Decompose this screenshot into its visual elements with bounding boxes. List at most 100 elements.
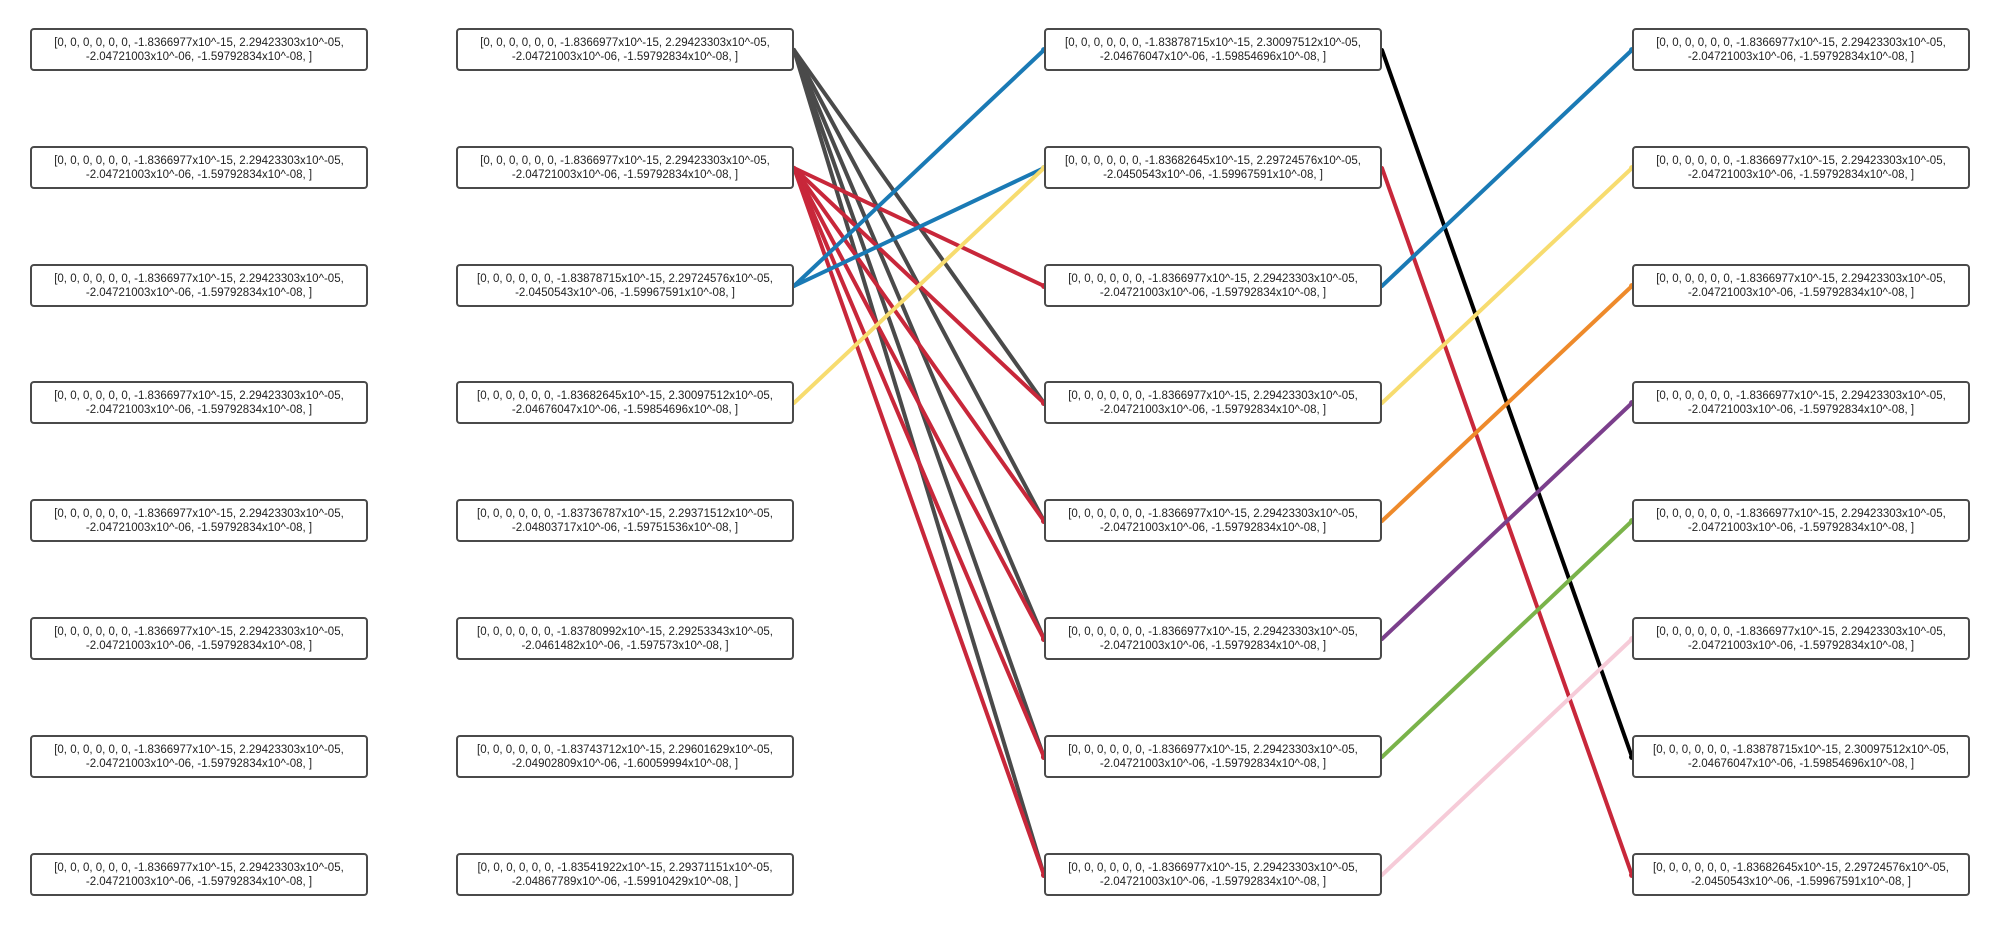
column-3-node[interactable]: [0, 0, 0, 0, 0, 0, -1.8366977x10^-15, 2.… bbox=[1044, 617, 1382, 660]
column-4-node[interactable]: [0, 0, 0, 0, 0, 0, -1.8366977x10^-15, 2.… bbox=[1632, 499, 1970, 542]
node-label: [0, 0, 0, 0, 0, 0, -1.8366977x10^-15, 2.… bbox=[54, 389, 344, 417]
column-2-node[interactable]: [0, 0, 0, 0, 0, 0, -1.83878715x10^-15, 2… bbox=[456, 264, 794, 307]
column-2-node[interactable]: [0, 0, 0, 0, 0, 0, -1.8366977x10^-15, 2.… bbox=[456, 28, 794, 71]
column-2-node[interactable]: [0, 0, 0, 0, 0, 0, -1.83736787x10^-15, 2… bbox=[456, 499, 794, 542]
column-1-node[interactable]: [0, 0, 0, 0, 0, 0, -1.8366977x10^-15, 2.… bbox=[30, 617, 368, 660]
column-1-node[interactable]: [0, 0, 0, 0, 0, 0, -1.8366977x10^-15, 2.… bbox=[30, 735, 368, 778]
node-label: [0, 0, 0, 0, 0, 0, -1.8366977x10^-15, 2.… bbox=[54, 861, 344, 889]
node-label-line: [0, 0, 0, 0, 0, 0, -1.8366977x10^-15, 2.… bbox=[54, 507, 344, 520]
node-label: [0, 0, 0, 0, 0, 0, -1.83878715x10^-15, 2… bbox=[1653, 743, 1949, 771]
node-label-line: -2.04721003x10^-06, -1.59792834x10^-08, … bbox=[85, 875, 313, 888]
node-label-line: -2.04721003x10^-06, -1.59792834x10^-08, … bbox=[85, 403, 313, 416]
node-label: [0, 0, 0, 0, 0, 0, -1.8366977x10^-15, 2.… bbox=[1656, 507, 1946, 535]
node-label-line: [0, 0, 0, 0, 0, 0, -1.8366977x10^-15, 2.… bbox=[54, 36, 344, 49]
node-label-line: [0, 0, 0, 0, 0, 0, -1.8366977x10^-15, 2.… bbox=[1068, 743, 1358, 756]
node-label-line: [0, 0, 0, 0, 0, 0, -1.8366977x10^-15, 2.… bbox=[1068, 272, 1358, 285]
column-1-node[interactable]: [0, 0, 0, 0, 0, 0, -1.8366977x10^-15, 2.… bbox=[30, 264, 368, 307]
node-label-line: [0, 0, 0, 0, 0, 0, -1.8366977x10^-15, 2.… bbox=[54, 743, 344, 756]
edge-connector bbox=[1380, 519, 1634, 759]
node-label: [0, 0, 0, 0, 0, 0, -1.8366977x10^-15, 2.… bbox=[480, 154, 770, 182]
node-label-line: [0, 0, 0, 0, 0, 0, -1.83743712x10^-15, 2… bbox=[477, 743, 773, 756]
node-label-line: -2.04721003x10^-06, -1.59792834x10^-08, … bbox=[1099, 403, 1327, 416]
column-4-node[interactable]: [0, 0, 0, 0, 0, 0, -1.8366977x10^-15, 2.… bbox=[1632, 617, 1970, 660]
column-1-node[interactable]: [0, 0, 0, 0, 0, 0, -1.8366977x10^-15, 2.… bbox=[30, 146, 368, 189]
node-label-line: [0, 0, 0, 0, 0, 0, -1.8366977x10^-15, 2.… bbox=[1068, 625, 1358, 638]
edge-connector bbox=[1380, 166, 1634, 405]
node-label: [0, 0, 0, 0, 0, 0, -1.8366977x10^-15, 2.… bbox=[1068, 272, 1358, 300]
node-label-line: -2.04721003x10^-06, -1.59792834x10^-08, … bbox=[1687, 286, 1915, 299]
node-label-line: [0, 0, 0, 0, 0, 0, -1.8366977x10^-15, 2.… bbox=[54, 861, 344, 874]
node-label: [0, 0, 0, 0, 0, 0, -1.83736787x10^-15, 2… bbox=[477, 507, 773, 535]
node-label-line: -2.04721003x10^-06, -1.59792834x10^-08, … bbox=[85, 168, 313, 181]
node-label: [0, 0, 0, 0, 0, 0, -1.8366977x10^-15, 2.… bbox=[54, 743, 344, 771]
node-label-line: [0, 0, 0, 0, 0, 0, -1.83878715x10^-15, 2… bbox=[1065, 36, 1361, 49]
node-label-line: -2.04721003x10^-06, -1.59792834x10^-08, … bbox=[1099, 521, 1327, 534]
column-3-node[interactable]: [0, 0, 0, 0, 0, 0, -1.8366977x10^-15, 2.… bbox=[1044, 735, 1382, 778]
node-label-line: [0, 0, 0, 0, 0, 0, -1.8366977x10^-15, 2.… bbox=[1656, 36, 1946, 49]
node-label-line: [0, 0, 0, 0, 0, 0, -1.8366977x10^-15, 2.… bbox=[54, 625, 344, 638]
node-label-line: -2.04676047x10^-06, -1.59854696x10^-08, … bbox=[1099, 50, 1327, 63]
edge-connector bbox=[1380, 48, 1634, 288]
column-2-node[interactable]: [0, 0, 0, 0, 0, 0, -1.83743712x10^-15, 2… bbox=[456, 735, 794, 778]
node-label-line: -2.04803717x10^-06, -1.59751536x10^-08, … bbox=[511, 521, 739, 534]
column-3-node[interactable]: [0, 0, 0, 0, 0, 0, -1.8366977x10^-15, 2.… bbox=[1044, 264, 1382, 307]
node-label-line: -2.04721003x10^-06, -1.59792834x10^-08, … bbox=[1687, 639, 1915, 652]
node-label-line: -2.04721003x10^-06, -1.59792834x10^-08, … bbox=[85, 50, 313, 63]
column-4-node[interactable]: [0, 0, 0, 0, 0, 0, -1.83682645x10^-15, 2… bbox=[1632, 853, 1970, 896]
node-label-line: [0, 0, 0, 0, 0, 0, -1.8366977x10^-15, 2.… bbox=[1656, 389, 1946, 402]
column-1-node[interactable]: [0, 0, 0, 0, 0, 0, -1.8366977x10^-15, 2.… bbox=[30, 28, 368, 71]
node-label: [0, 0, 0, 0, 0, 0, -1.8366977x10^-15, 2.… bbox=[54, 36, 344, 64]
node-label-line: [0, 0, 0, 0, 0, 0, -1.8366977x10^-15, 2.… bbox=[54, 272, 344, 285]
node-label: [0, 0, 0, 0, 0, 0, -1.8366977x10^-15, 2.… bbox=[54, 154, 344, 182]
node-label-line: -2.04721003x10^-06, -1.59792834x10^-08, … bbox=[1687, 168, 1915, 181]
node-label: [0, 0, 0, 0, 0, 0, -1.83743712x10^-15, 2… bbox=[477, 743, 773, 771]
node-label: [0, 0, 0, 0, 0, 0, -1.83682645x10^-15, 2… bbox=[1653, 861, 1949, 889]
column-3-node[interactable]: [0, 0, 0, 0, 0, 0, -1.83682645x10^-15, 2… bbox=[1044, 146, 1382, 189]
node-label-line: -2.0450543x10^-06, -1.59967591x10^-08, ] bbox=[1691, 875, 1911, 888]
node-label: [0, 0, 0, 0, 0, 0, -1.8366977x10^-15, 2.… bbox=[1656, 389, 1946, 417]
node-label: [0, 0, 0, 0, 0, 0, -1.8366977x10^-15, 2.… bbox=[54, 272, 344, 300]
column-3-node[interactable]: [0, 0, 0, 0, 0, 0, -1.8366977x10^-15, 2.… bbox=[1044, 381, 1382, 424]
edge-connector bbox=[1380, 637, 1634, 877]
node-label: [0, 0, 0, 0, 0, 0, -1.83682645x10^-15, 2… bbox=[477, 389, 773, 417]
edge-connector bbox=[792, 166, 1046, 641]
node-label: [0, 0, 0, 0, 0, 0, -1.83780992x10^-15, 2… bbox=[477, 625, 773, 653]
node-label-line: [0, 0, 0, 0, 0, 0, -1.83682645x10^-15, 2… bbox=[477, 389, 773, 402]
column-3-node[interactable]: [0, 0, 0, 0, 0, 0, -1.8366977x10^-15, 2.… bbox=[1044, 499, 1382, 542]
edge-connector bbox=[792, 166, 1046, 405]
node-label-line: -2.0450543x10^-06, -1.59967591x10^-08, ] bbox=[515, 286, 735, 299]
column-4-node[interactable]: [0, 0, 0, 0, 0, 0, -1.8366977x10^-15, 2.… bbox=[1632, 264, 1970, 307]
node-label-line: [0, 0, 0, 0, 0, 0, -1.8366977x10^-15, 2.… bbox=[1656, 507, 1946, 520]
node-label-line: [0, 0, 0, 0, 0, 0, -1.83878715x10^-15, 2… bbox=[477, 272, 773, 285]
column-3-node[interactable]: [0, 0, 0, 0, 0, 0, -1.8366977x10^-15, 2.… bbox=[1044, 853, 1382, 896]
node-label-line: [0, 0, 0, 0, 0, 0, -1.83682645x10^-15, 2… bbox=[1653, 861, 1949, 874]
column-4-node[interactable]: [0, 0, 0, 0, 0, 0, -1.8366977x10^-15, 2.… bbox=[1632, 146, 1970, 189]
node-label-line: -2.04721003x10^-06, -1.59792834x10^-08, … bbox=[1687, 50, 1915, 63]
node-label-line: -2.04721003x10^-06, -1.59792834x10^-08, … bbox=[1099, 639, 1327, 652]
column-2-node[interactable]: [0, 0, 0, 0, 0, 0, -1.83682645x10^-15, 2… bbox=[456, 381, 794, 424]
node-label-line: -2.04902809x10^-06, -1.60059994x10^-08, … bbox=[511, 757, 739, 770]
column-1-node[interactable]: [0, 0, 0, 0, 0, 0, -1.8366977x10^-15, 2.… bbox=[30, 381, 368, 424]
column-1-node[interactable]: [0, 0, 0, 0, 0, 0, -1.8366977x10^-15, 2.… bbox=[30, 853, 368, 896]
node-label: [0, 0, 0, 0, 0, 0, -1.8366977x10^-15, 2.… bbox=[54, 625, 344, 653]
column-2-node[interactable]: [0, 0, 0, 0, 0, 0, -1.83541922x10^-15, 2… bbox=[456, 853, 794, 896]
column-2-node[interactable]: [0, 0, 0, 0, 0, 0, -1.8366977x10^-15, 2.… bbox=[456, 146, 794, 189]
column-4-node[interactable]: [0, 0, 0, 0, 0, 0, -1.8366977x10^-15, 2.… bbox=[1632, 28, 1970, 71]
column-2-node[interactable]: [0, 0, 0, 0, 0, 0, -1.83780992x10^-15, 2… bbox=[456, 617, 794, 660]
node-label-line: [0, 0, 0, 0, 0, 0, -1.8366977x10^-15, 2.… bbox=[1656, 154, 1946, 167]
column-4-node[interactable]: [0, 0, 0, 0, 0, 0, -1.83878715x10^-15, 2… bbox=[1632, 735, 1970, 778]
node-label-line: -2.04721003x10^-06, -1.59792834x10^-08, … bbox=[1099, 757, 1327, 770]
node-label-line: [0, 0, 0, 0, 0, 0, -1.8366977x10^-15, 2.… bbox=[1068, 861, 1358, 874]
node-label: [0, 0, 0, 0, 0, 0, -1.8366977x10^-15, 2.… bbox=[1068, 625, 1358, 653]
node-label-line: -2.04721003x10^-06, -1.59792834x10^-08, … bbox=[85, 521, 313, 534]
node-label-line: -2.04721003x10^-06, -1.59792834x10^-08, … bbox=[85, 757, 313, 770]
node-label: [0, 0, 0, 0, 0, 0, -1.83878715x10^-15, 2… bbox=[1065, 36, 1361, 64]
node-label-line: [0, 0, 0, 0, 0, 0, -1.8366977x10^-15, 2.… bbox=[1068, 507, 1358, 520]
column-3-node[interactable]: [0, 0, 0, 0, 0, 0, -1.83878715x10^-15, 2… bbox=[1044, 28, 1382, 71]
node-label: [0, 0, 0, 0, 0, 0, -1.8366977x10^-15, 2.… bbox=[1068, 389, 1358, 417]
column-1-node[interactable]: [0, 0, 0, 0, 0, 0, -1.8366977x10^-15, 2.… bbox=[30, 499, 368, 542]
edge-connector bbox=[1380, 284, 1634, 523]
column-4-node[interactable]: [0, 0, 0, 0, 0, 0, -1.8366977x10^-15, 2.… bbox=[1632, 381, 1970, 424]
